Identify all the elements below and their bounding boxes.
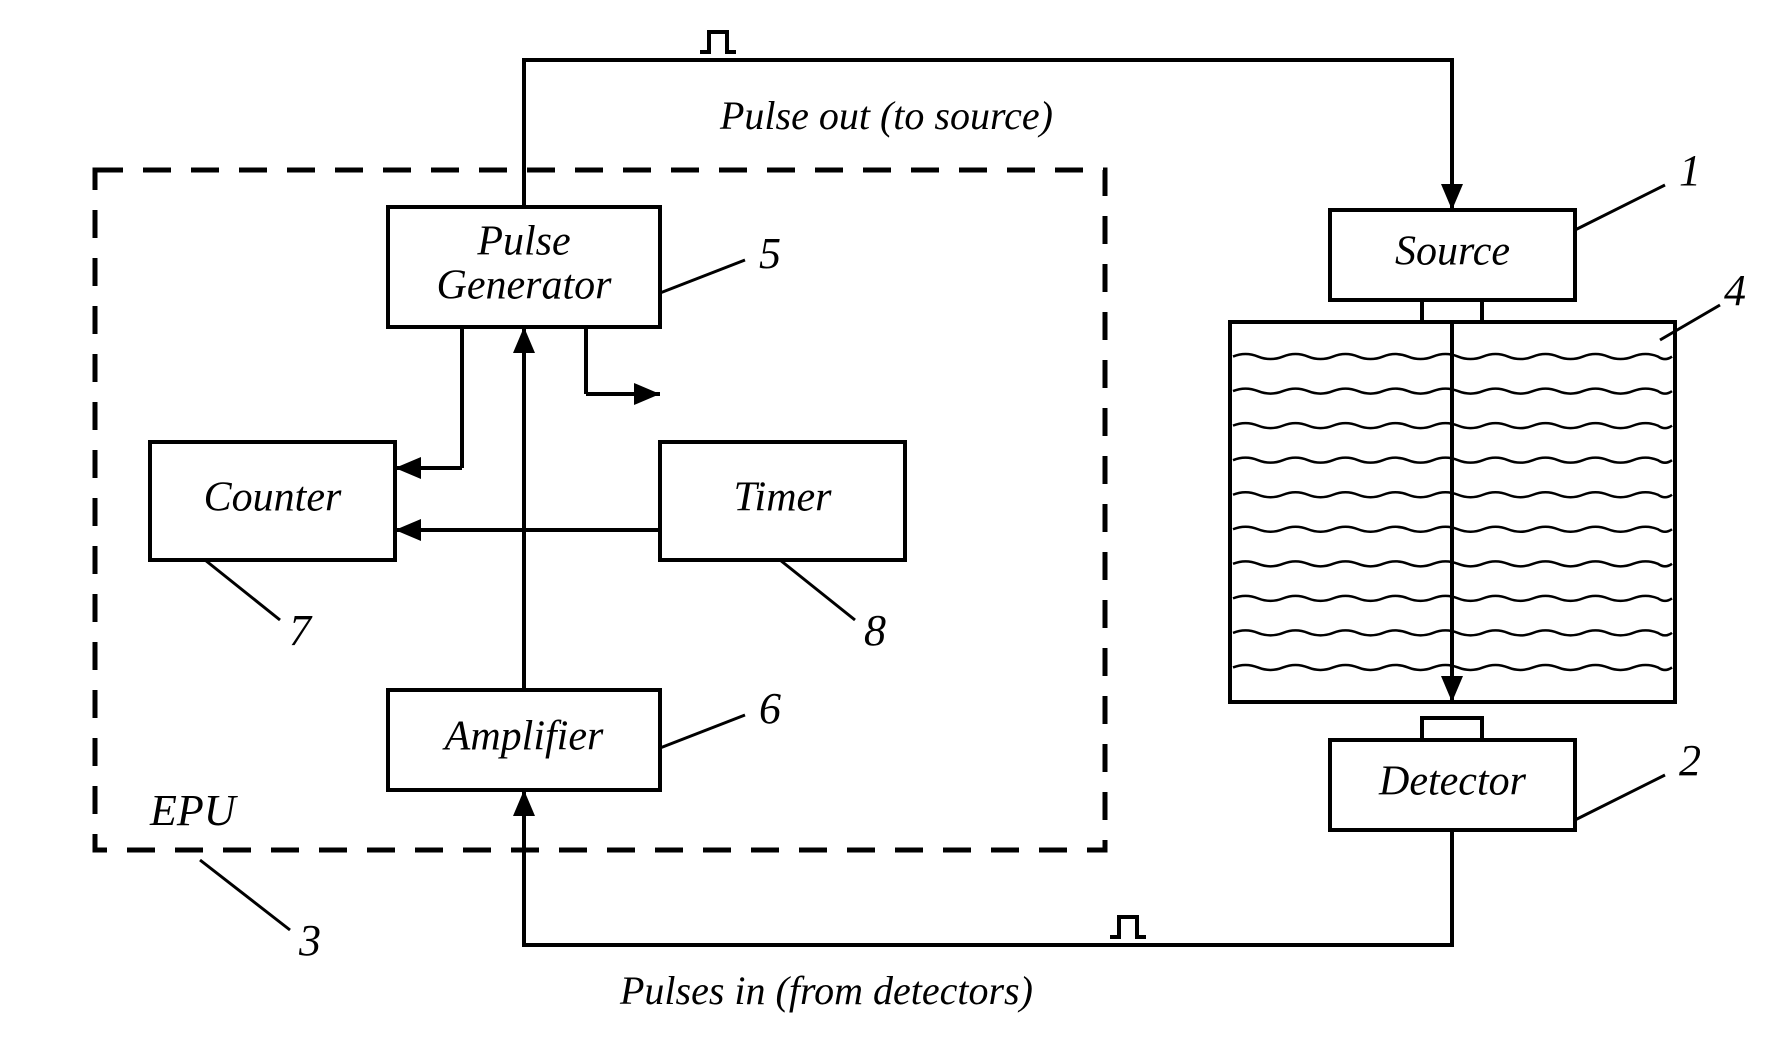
- ref-leader-source: [1575, 185, 1665, 230]
- ref-number-timer: 8: [864, 606, 886, 655]
- arrowhead: [395, 519, 421, 541]
- ref-number-amplifier: 6: [759, 684, 781, 733]
- ref-leader-detector: [1575, 775, 1665, 820]
- ref-leader-amplifier: [660, 715, 745, 748]
- ref-leader-pulseGen: [660, 260, 745, 293]
- ref-number-medium: 4: [1724, 266, 1746, 315]
- pulseOut-label: Pulse out (to source): [719, 93, 1053, 138]
- ref-number-counter: 7: [289, 606, 313, 655]
- arrowhead: [513, 790, 535, 816]
- epu-label: EPU: [149, 786, 239, 835]
- ref-leader-counter: [205, 560, 280, 620]
- counter-label: Counter: [204, 475, 342, 521]
- ref-number-pulseGen: 5: [759, 229, 781, 278]
- detector-label: Detector: [1378, 759, 1527, 805]
- pulse-glyph: [1110, 917, 1146, 937]
- pulseGen-label: Generator: [437, 263, 613, 309]
- pulse-glyph: [700, 32, 736, 52]
- detector-notch: [1422, 718, 1482, 740]
- arrowhead: [1441, 184, 1463, 210]
- timer-label: Timer: [733, 475, 832, 521]
- ref-leader-epu: [200, 860, 290, 930]
- amplifier-label: Amplifier: [442, 714, 604, 760]
- arrowhead: [634, 383, 660, 405]
- connector: [524, 790, 1452, 945]
- pulseGen-label: Pulse: [476, 219, 570, 265]
- ref-number-epu: 3: [298, 916, 321, 965]
- ref-number-source: 1: [1679, 146, 1701, 195]
- arrowhead: [513, 327, 535, 353]
- ref-number-detector: 2: [1679, 736, 1701, 785]
- source-label: Source: [1395, 229, 1510, 275]
- ref-leader-timer: [780, 560, 855, 620]
- source-notch: [1422, 300, 1482, 322]
- pulsesIn-label: Pulses in (from detectors): [619, 968, 1033, 1013]
- arrowhead: [395, 457, 421, 479]
